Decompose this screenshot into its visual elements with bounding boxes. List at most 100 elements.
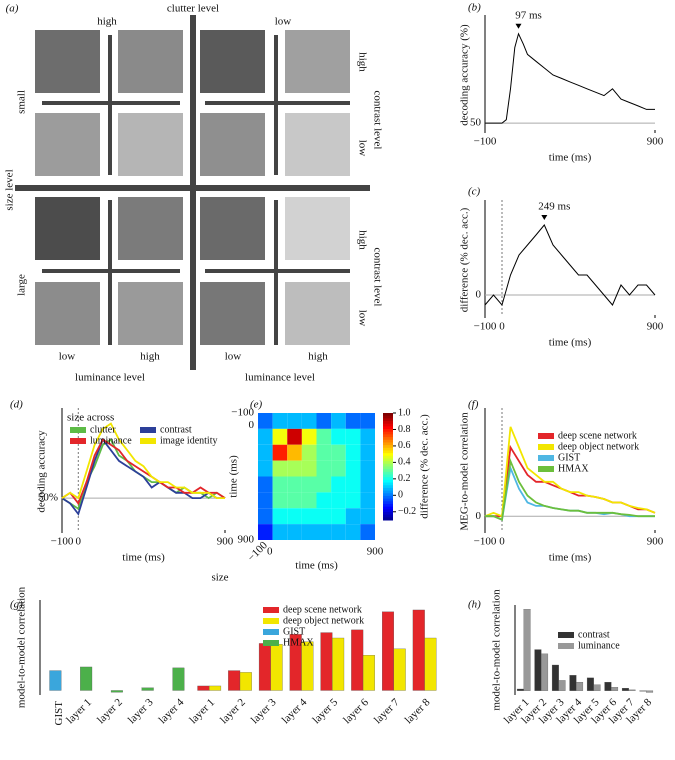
colorbar-step [383, 466, 393, 470]
heat-cell [345, 508, 361, 525]
colorbar-step [383, 479, 393, 484]
heat-cell [258, 492, 273, 509]
level-label: low [225, 351, 242, 363]
bar [393, 648, 406, 691]
colorbar-step [383, 490, 393, 494]
heat-cell [316, 524, 332, 540]
heat-cell [331, 428, 346, 445]
bar [558, 680, 566, 691]
bar [49, 670, 62, 691]
legend-swatch [538, 466, 554, 472]
heat-cell [345, 524, 361, 540]
legend-label: contrast [578, 629, 610, 640]
heat-cell [360, 444, 375, 461]
bar [576, 681, 584, 691]
heat-cell [345, 460, 361, 477]
heat-cell [360, 413, 375, 429]
heat-cell [331, 508, 346, 525]
axis-title: size level [4, 169, 16, 210]
colorbar-step [383, 431, 393, 435]
legend-swatch [263, 629, 279, 635]
bar [172, 667, 185, 691]
colorbar-step [383, 517, 393, 521]
chart-title: size [211, 572, 228, 584]
scene-photo [200, 113, 265, 176]
level-label: high [356, 52, 368, 72]
bar [541, 653, 549, 691]
colorbar-step [383, 463, 393, 467]
level-label: high [308, 351, 328, 363]
heat-cell [316, 476, 332, 493]
colorbar-step [383, 485, 393, 489]
heat-cell [360, 524, 375, 540]
heat-cell [272, 508, 288, 525]
colorbar-step [383, 469, 393, 473]
bar [523, 609, 531, 691]
x-tick-label: layer 7 [372, 696, 402, 726]
heat-cell [316, 492, 332, 509]
legend-swatch [558, 643, 574, 649]
x-axis-label: time (ms) [549, 337, 592, 349]
heat-cell [345, 476, 361, 493]
axis-title: contrast level [371, 248, 383, 307]
legend-label: GIST [283, 626, 305, 637]
heat-cell [272, 524, 288, 540]
colorbar-step [383, 501, 393, 505]
x-tick-label: 0 [267, 546, 273, 558]
legend-label: clutter [90, 424, 116, 435]
level-label: small [16, 90, 28, 114]
x-tick-label: layer 2 [95, 696, 125, 726]
line-series [485, 457, 655, 521]
divider [108, 200, 112, 345]
bar [362, 655, 375, 691]
heat-cell [287, 428, 302, 445]
heat-cell [360, 492, 375, 509]
x-tick-label: layer 1 [187, 696, 217, 726]
level-label: high [356, 230, 368, 250]
scene-photo [118, 30, 183, 93]
bar [258, 643, 271, 691]
heat-cell [287, 476, 302, 493]
colorbar-step [383, 421, 393, 425]
axis-title: clutter level [167, 3, 219, 15]
line-series [61, 438, 226, 506]
y-tick-label: 50 [470, 117, 482, 129]
colorbar-step [383, 498, 393, 502]
colorbar-step [383, 509, 393, 513]
x-tick-label: 0 [76, 536, 82, 548]
y-axis-label: model-to-model correlation [16, 586, 28, 708]
heat-cell [301, 413, 317, 429]
bar [80, 666, 93, 691]
bar [351, 629, 364, 691]
colorbar-label: 0.2 [398, 473, 411, 484]
scene-photo [285, 113, 350, 176]
scene-photo [200, 282, 265, 345]
colorbar-step [383, 514, 393, 518]
bar [569, 675, 577, 691]
colorbar-step [383, 471, 393, 476]
heat-cell [345, 492, 361, 509]
colorbar-step [383, 418, 393, 422]
annotation-marker [541, 215, 548, 220]
legend-label: deep scene network [283, 604, 362, 615]
colorbar-step [383, 503, 393, 508]
heat-cell [316, 460, 332, 477]
bar [270, 644, 283, 691]
annotation: 249 ms [538, 201, 570, 213]
annotation: 97 ms [515, 9, 542, 21]
colorbar-step [383, 455, 393, 459]
bar [228, 670, 241, 691]
scene-photo [118, 282, 183, 345]
colorbar-step [383, 437, 393, 441]
level-label: low [275, 16, 292, 28]
line-series [61, 422, 225, 500]
x-tick-label: −100 [474, 136, 497, 148]
x-tick-label: 0 [499, 536, 505, 548]
heat-cell [287, 413, 302, 429]
panel-label: (a) [6, 3, 19, 15]
colorbar-step [383, 487, 393, 492]
panel-label: (g) [10, 599, 23, 611]
heat-cell [272, 428, 288, 445]
heat-cell [258, 508, 273, 525]
x-tick-label: 900 [367, 546, 384, 558]
